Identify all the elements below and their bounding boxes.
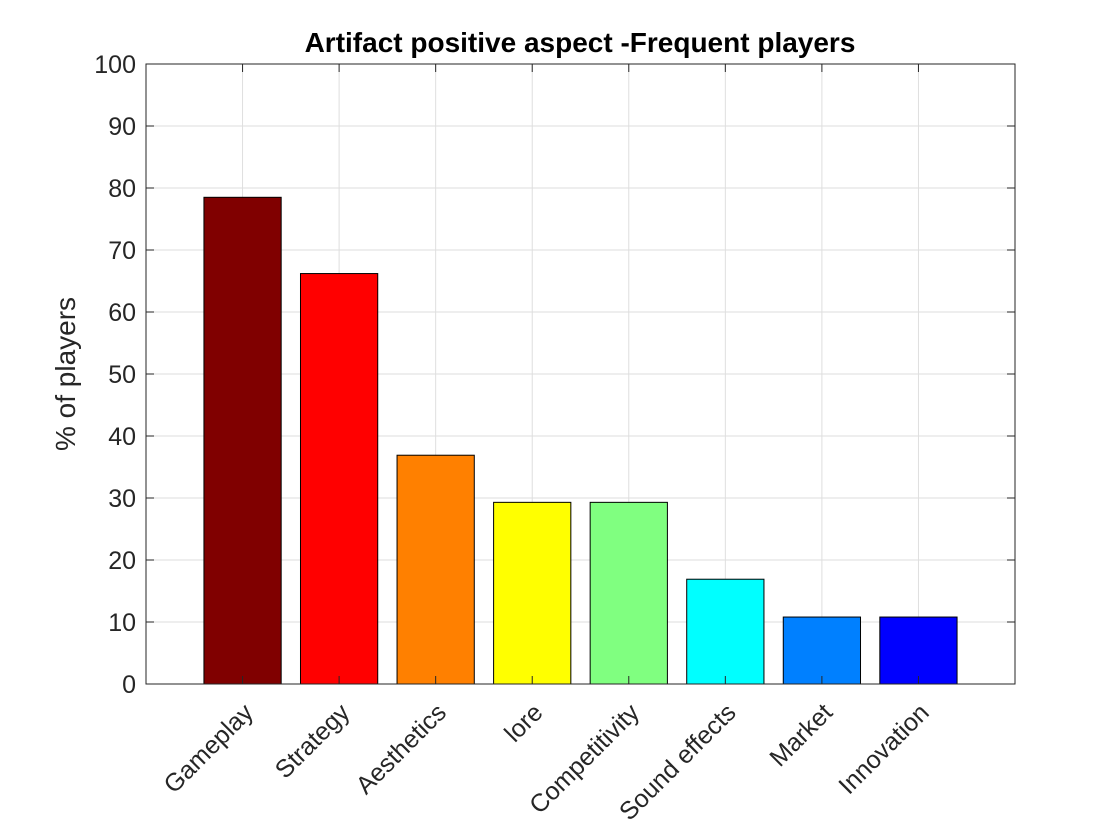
y-tick-label: 0 [122, 671, 136, 699]
bar-competitivity [589, 501, 668, 685]
bar-gameplay [203, 196, 282, 685]
x-tick-label: lore [499, 698, 548, 747]
y-tick-label: 10 [108, 609, 136, 637]
y-tick-label: 60 [108, 299, 136, 327]
y-tick-label: 80 [108, 175, 136, 203]
y-tick-label: 30 [108, 485, 136, 513]
x-tick-label: Strategy [270, 698, 356, 784]
bar-market [782, 616, 862, 685]
bar-sound-effects [686, 578, 765, 685]
y-tick-label: 20 [108, 547, 136, 575]
x-tick-label: Aesthetics [351, 698, 452, 799]
y-tick-label: 100 [94, 51, 136, 79]
y-axis-ticks: 0 10 20 30 40 50 60 70 80 90 100 [94, 51, 1015, 699]
x-tick-label: Innovation [833, 698, 934, 799]
y-tick-label: 90 [108, 113, 136, 141]
y-tick-label: 50 [108, 361, 136, 389]
bar-strategy [299, 273, 379, 685]
y-axis-label: % of players [50, 297, 81, 451]
chart-title: Artifact positive aspect -Frequent playe… [305, 27, 856, 58]
bar-innovation [879, 616, 958, 685]
bar-aesthetics [396, 454, 475, 685]
x-tick-label: Gameplay [158, 698, 259, 799]
bar-series [203, 196, 958, 685]
y-tick-label: 40 [108, 423, 136, 451]
bar-lore [493, 501, 572, 685]
y-tick-label: 70 [108, 237, 136, 265]
x-tick-label: Market [764, 698, 838, 772]
